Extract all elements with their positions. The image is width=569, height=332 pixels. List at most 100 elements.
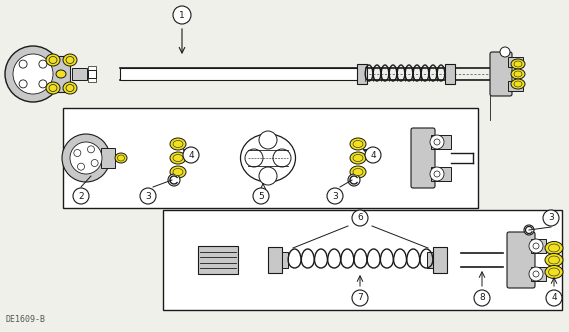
Ellipse shape (545, 241, 563, 255)
Text: 5: 5 (258, 192, 264, 201)
Ellipse shape (241, 134, 295, 182)
Circle shape (533, 271, 539, 277)
Circle shape (13, 54, 53, 94)
Text: 7: 7 (357, 293, 363, 302)
Circle shape (529, 239, 543, 253)
Circle shape (500, 47, 510, 57)
Ellipse shape (173, 140, 183, 147)
Ellipse shape (549, 256, 559, 264)
Ellipse shape (545, 266, 563, 279)
Ellipse shape (173, 169, 183, 176)
Bar (357, 64, 367, 84)
Bar (198, 246, 238, 274)
Ellipse shape (511, 59, 525, 69)
Bar (72, 68, 87, 80)
Ellipse shape (511, 79, 525, 89)
Bar (63, 108, 478, 208)
Bar (431, 135, 451, 149)
Ellipse shape (46, 82, 60, 94)
Text: 3: 3 (332, 192, 338, 201)
Bar (163, 210, 562, 310)
Circle shape (70, 142, 102, 174)
Circle shape (533, 243, 539, 249)
Ellipse shape (353, 169, 363, 176)
Ellipse shape (173, 154, 183, 161)
Ellipse shape (170, 152, 186, 164)
Circle shape (173, 6, 191, 24)
Circle shape (529, 267, 543, 281)
Bar (120, 68, 360, 80)
Ellipse shape (511, 69, 525, 79)
Text: 4: 4 (370, 150, 376, 159)
Bar (433, 247, 447, 273)
Bar (431, 167, 451, 181)
Ellipse shape (118, 155, 125, 161)
Bar (508, 57, 523, 67)
Circle shape (77, 163, 85, 170)
Ellipse shape (63, 54, 77, 66)
FancyBboxPatch shape (490, 52, 512, 96)
Ellipse shape (350, 152, 366, 164)
Bar (282, 252, 288, 268)
Bar (88, 66, 96, 82)
Ellipse shape (353, 154, 363, 161)
Circle shape (259, 131, 277, 149)
Circle shape (19, 60, 27, 68)
Text: 2: 2 (78, 192, 84, 201)
Circle shape (524, 225, 534, 235)
Circle shape (430, 167, 444, 181)
Ellipse shape (49, 85, 57, 92)
Bar (531, 267, 546, 281)
Text: 8: 8 (479, 293, 485, 302)
Text: 4: 4 (188, 150, 194, 159)
Bar (427, 252, 433, 268)
Text: 4: 4 (551, 293, 557, 302)
Circle shape (543, 210, 559, 226)
Circle shape (62, 134, 110, 182)
Ellipse shape (514, 81, 522, 87)
Bar (508, 81, 523, 91)
Circle shape (474, 290, 490, 306)
Bar (268, 247, 282, 273)
Ellipse shape (66, 85, 74, 92)
Ellipse shape (66, 56, 74, 63)
Ellipse shape (63, 82, 77, 94)
Circle shape (352, 290, 368, 306)
Text: 1: 1 (179, 11, 185, 20)
Ellipse shape (514, 61, 522, 67)
Bar (48, 56, 70, 92)
Ellipse shape (549, 268, 559, 276)
Circle shape (140, 188, 156, 204)
Text: 3: 3 (145, 192, 151, 201)
FancyBboxPatch shape (411, 128, 435, 188)
Text: 3: 3 (548, 213, 554, 222)
Circle shape (546, 290, 562, 306)
Circle shape (74, 149, 81, 156)
Text: 6: 6 (357, 213, 363, 222)
Circle shape (39, 80, 47, 88)
Ellipse shape (353, 140, 363, 147)
Circle shape (434, 171, 440, 177)
Bar (88, 70, 96, 78)
Ellipse shape (514, 71, 522, 77)
Circle shape (245, 149, 263, 167)
Ellipse shape (115, 153, 127, 163)
Ellipse shape (350, 138, 366, 150)
Circle shape (259, 167, 277, 185)
Circle shape (348, 174, 360, 186)
Circle shape (273, 149, 291, 167)
Circle shape (88, 146, 94, 153)
Circle shape (365, 147, 381, 163)
Circle shape (183, 147, 199, 163)
Ellipse shape (56, 70, 66, 78)
Circle shape (253, 188, 269, 204)
Circle shape (19, 80, 27, 88)
Circle shape (352, 210, 368, 226)
Ellipse shape (49, 56, 57, 63)
Circle shape (5, 46, 61, 102)
Ellipse shape (545, 254, 563, 267)
Text: DE1609-B: DE1609-B (5, 315, 45, 324)
Circle shape (39, 60, 47, 68)
Circle shape (73, 188, 89, 204)
Ellipse shape (46, 54, 60, 66)
